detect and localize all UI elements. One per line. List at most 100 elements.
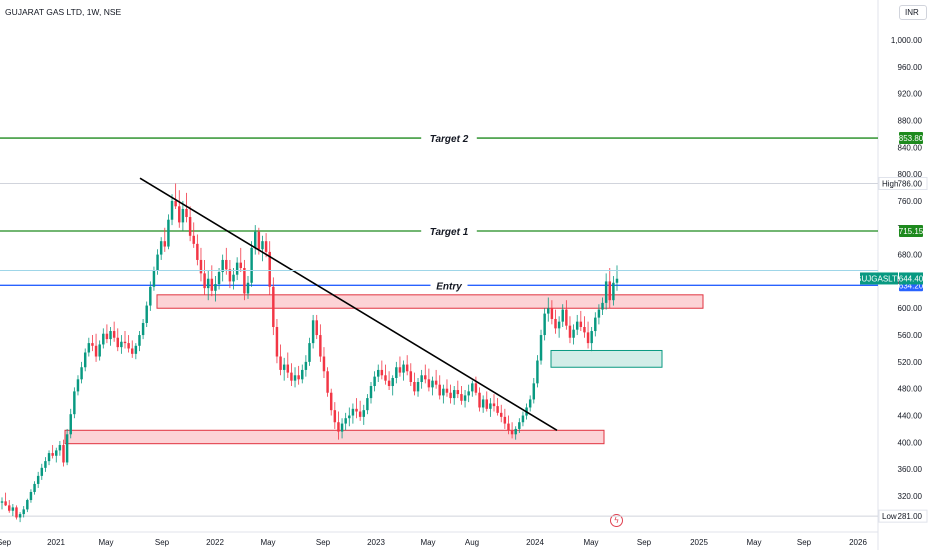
candle-body bbox=[514, 428, 517, 435]
candle-body bbox=[369, 386, 373, 399]
candle-body bbox=[557, 321, 561, 329]
candle-body bbox=[438, 384, 441, 396]
y-tick-label: 800.00 bbox=[898, 170, 923, 179]
candle-body bbox=[550, 308, 554, 319]
level-label: Target 2 bbox=[430, 134, 469, 145]
candle-body bbox=[500, 412, 503, 417]
y-tick-label: 320.00 bbox=[898, 492, 923, 501]
currency-button[interactable]: INR bbox=[899, 5, 927, 20]
candle-body bbox=[65, 434, 69, 463]
candle-body bbox=[178, 206, 181, 223]
candle-body bbox=[518, 422, 521, 429]
candle-body bbox=[188, 217, 192, 236]
x-tick-label: May bbox=[98, 538, 113, 547]
candle-body bbox=[76, 379, 80, 392]
candle-body bbox=[561, 309, 564, 322]
candle-body bbox=[597, 309, 601, 318]
candle-body bbox=[221, 259, 224, 273]
candle-body bbox=[33, 483, 36, 492]
x-tick-label: Sep bbox=[0, 538, 12, 547]
candle-body bbox=[123, 341, 127, 344]
trendline bbox=[139, 177, 558, 431]
level-label: Target 1 bbox=[430, 227, 469, 238]
candle-body bbox=[329, 392, 333, 411]
candle-body bbox=[532, 383, 536, 400]
candle-body bbox=[536, 360, 539, 384]
candle-body bbox=[159, 241, 163, 255]
candle-body bbox=[572, 329, 575, 338]
candle-body bbox=[586, 332, 590, 344]
candle-body bbox=[112, 331, 116, 338]
candle-body bbox=[174, 200, 177, 207]
candle-body bbox=[554, 318, 557, 329]
candle-body bbox=[138, 335, 141, 346]
candle-body bbox=[290, 372, 293, 381]
candle-body bbox=[594, 317, 597, 332]
high-tag-value: 786.00 bbox=[898, 180, 923, 189]
candle-body bbox=[391, 377, 394, 387]
low-tag-value: 281.00 bbox=[898, 512, 923, 521]
candle-body bbox=[73, 391, 76, 415]
last-price-tag: 644.40 bbox=[899, 274, 924, 283]
candle-body bbox=[167, 219, 170, 247]
candle-body bbox=[293, 375, 297, 381]
candle-body bbox=[29, 491, 33, 501]
flash-icon[interactable]: ϟ bbox=[610, 514, 623, 527]
candle-body bbox=[521, 415, 525, 423]
candle-body bbox=[185, 208, 188, 218]
candle-body bbox=[492, 403, 496, 407]
x-tick-label: 2024 bbox=[526, 538, 544, 547]
candle-body bbox=[612, 282, 615, 301]
candle-body bbox=[264, 241, 268, 252]
candle-body bbox=[333, 410, 337, 423]
candle-body bbox=[127, 343, 130, 349]
candle-body bbox=[145, 305, 148, 323]
candle-body bbox=[87, 343, 91, 353]
level-label-bg bbox=[421, 132, 477, 145]
candle-body bbox=[615, 278, 619, 283]
candle-body bbox=[80, 367, 83, 380]
symbol-tag: GUJGASLTD bbox=[855, 274, 903, 283]
candle-body bbox=[377, 369, 380, 377]
candle-body bbox=[239, 262, 242, 268]
candle-body bbox=[149, 286, 152, 306]
chart-title: GUJARAT GAS LTD, 1W, NSE bbox=[5, 7, 122, 17]
x-tick-label: 2026 bbox=[849, 538, 867, 547]
candle-body bbox=[565, 309, 568, 326]
candle-body bbox=[116, 337, 119, 348]
candle-body bbox=[170, 200, 174, 220]
x-tick-label: 2022 bbox=[206, 538, 224, 547]
candle-body bbox=[601, 302, 604, 310]
candle-body bbox=[196, 243, 199, 260]
candle-body bbox=[434, 380, 438, 385]
candle-body bbox=[8, 505, 11, 511]
candle-body bbox=[380, 369, 384, 376]
y-tick-label: 480.00 bbox=[898, 385, 923, 394]
y-tick-label: 360.00 bbox=[898, 465, 923, 474]
candle-body bbox=[474, 383, 478, 393]
y-tick-label: 440.00 bbox=[898, 412, 923, 421]
low-tag-label: Low bbox=[882, 512, 897, 521]
candle-body bbox=[163, 241, 167, 247]
candle-body bbox=[272, 286, 275, 328]
y-tick-label: 920.00 bbox=[898, 90, 923, 99]
candle-body bbox=[326, 371, 329, 393]
candle-body bbox=[460, 394, 463, 401]
y-tick-label: 400.00 bbox=[898, 438, 923, 447]
level-label: Entry bbox=[436, 281, 462, 292]
x-tick-label: May bbox=[260, 538, 275, 547]
last-price-tag-bg bbox=[899, 272, 923, 285]
candle-body bbox=[539, 335, 543, 361]
candle-body bbox=[478, 392, 481, 408]
candle-body bbox=[55, 450, 58, 456]
symbol-tag-bg bbox=[860, 272, 898, 285]
candle-body bbox=[442, 388, 445, 396]
candle-body bbox=[481, 399, 485, 408]
x-tick-label: 2025 bbox=[690, 538, 708, 547]
candle-body bbox=[275, 327, 279, 357]
candle-body bbox=[420, 375, 423, 382]
candle-body bbox=[311, 320, 315, 344]
candle-body bbox=[427, 379, 431, 388]
candle-body bbox=[362, 410, 365, 417]
